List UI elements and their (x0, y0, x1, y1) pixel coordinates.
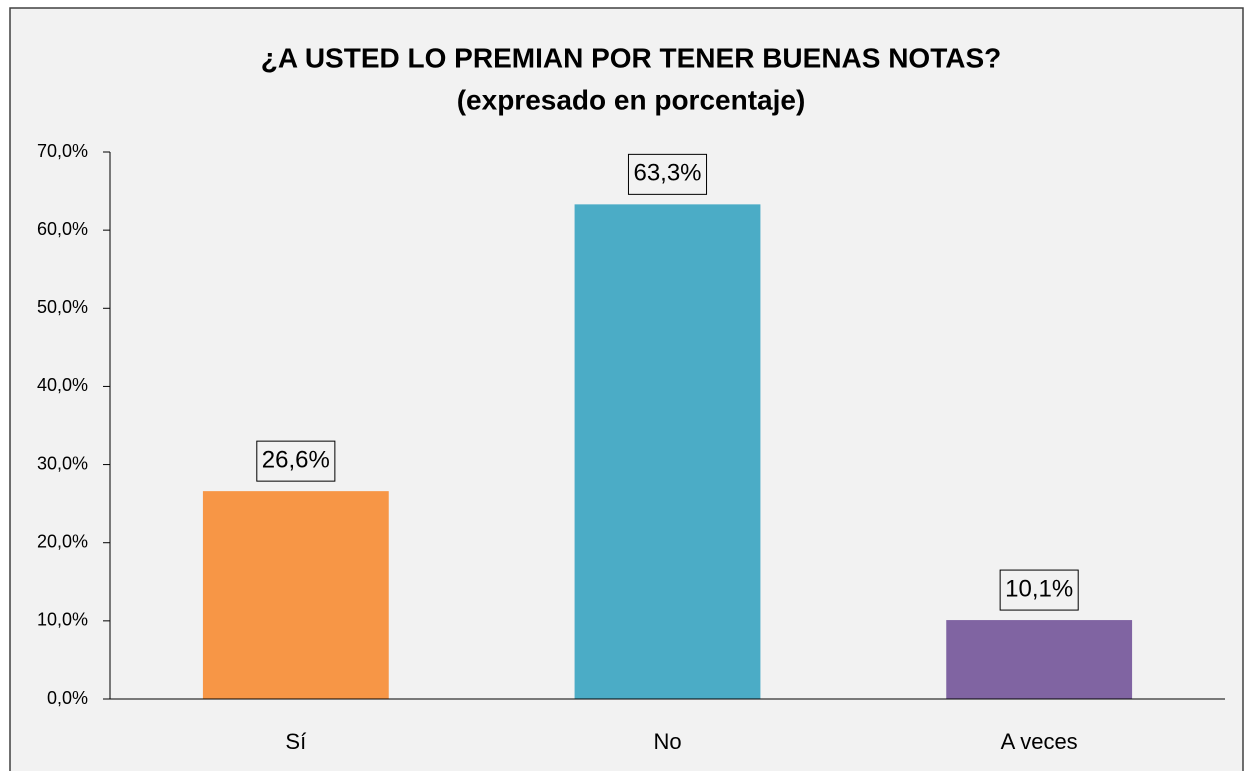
x-tick-label: A veces (1001, 729, 1078, 754)
chart-subtitle: (expresado en porcentaje) (457, 84, 806, 115)
bar (946, 620, 1133, 699)
chart-title: ¿A USTED LO PREMIAN POR TENER BUENAS NOT… (261, 42, 1001, 73)
y-tick-label: 10,0% (37, 610, 88, 630)
y-tick-label: 70,0% (37, 141, 88, 161)
y-tick-label: 60,0% (37, 219, 88, 239)
y-tick-label: 0,0% (47, 688, 88, 708)
x-tick-label: No (653, 729, 681, 754)
bar (574, 204, 761, 699)
value-label: 26,6% (262, 446, 330, 473)
label-box (256, 440, 336, 482)
y-tick-label: 20,0% (37, 531, 88, 551)
bar (202, 491, 389, 699)
label-box (627, 153, 708, 195)
y-tick-label: 40,0% (37, 375, 88, 395)
label-box (999, 569, 1079, 611)
y-tick-label: 50,0% (37, 297, 88, 317)
value-label: 63,3% (633, 160, 701, 187)
value-label: 10,1% (1005, 575, 1073, 602)
y-tick-label: 30,0% (37, 453, 88, 473)
x-tick-label: Sí (285, 729, 306, 754)
